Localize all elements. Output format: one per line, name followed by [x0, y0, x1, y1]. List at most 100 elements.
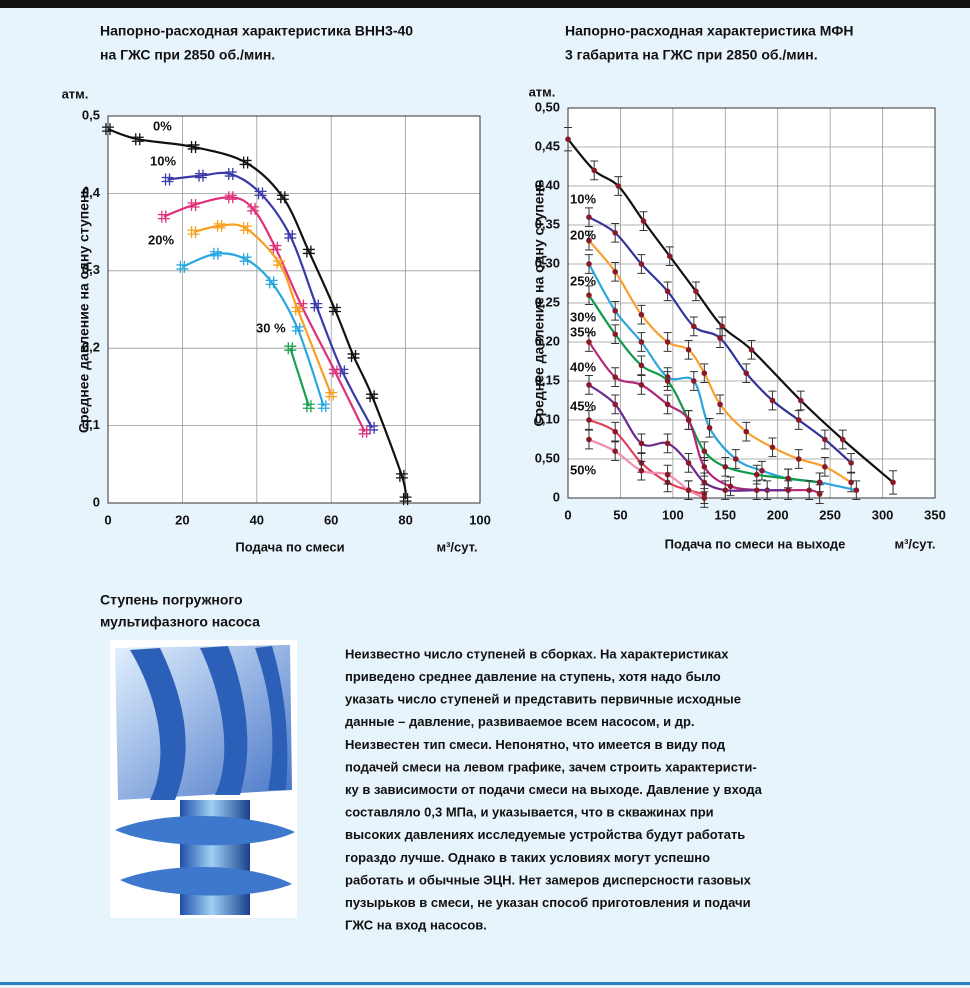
- point: [639, 363, 645, 369]
- series-label: 40%: [570, 359, 596, 374]
- point: [728, 484, 734, 490]
- point: [665, 441, 671, 447]
- point: [612, 402, 618, 408]
- y-tick-label: 0: [93, 494, 100, 509]
- point: [702, 495, 708, 501]
- point: [702, 464, 708, 470]
- x-tick-label: 300: [872, 507, 894, 522]
- chart-title: Напорно-расходная характеристика ВНН3-40: [100, 23, 413, 39]
- y-tick-label: 0,5: [82, 107, 100, 122]
- page: Напорно-расходная характеристика ВНН3-40…: [0, 0, 970, 988]
- body-text: составляло 0,3 МПа, и указывается, что в…: [345, 805, 714, 820]
- point: [612, 308, 618, 314]
- series-label: 30%: [570, 309, 596, 324]
- y-tick-label: 0: [553, 489, 560, 504]
- x-tick-label: 50: [613, 507, 627, 522]
- bottom-rule: [0, 982, 970, 985]
- y-tick-label: 0,45: [535, 138, 560, 153]
- point: [817, 491, 823, 497]
- point: [754, 487, 760, 493]
- point: [612, 230, 618, 236]
- series-label: 35%: [570, 324, 596, 339]
- point: [586, 339, 592, 345]
- y-unit: атм.: [62, 86, 89, 101]
- series-label: 10%: [570, 191, 596, 206]
- body-text: ку в зависимости от подачи смеси на выхо…: [345, 782, 763, 797]
- point: [639, 339, 645, 345]
- point: [639, 468, 645, 474]
- chart-title: Напорно-расходная характеристика МФН: [565, 23, 853, 39]
- x-tick-label: 0: [564, 507, 571, 522]
- point: [586, 292, 592, 298]
- chart-title: 3 габарита на ГЖС при 2850 об./мин.: [565, 47, 818, 63]
- x-tick-label: 150: [714, 507, 736, 522]
- x-tick-label: 100: [469, 512, 491, 527]
- point: [770, 398, 776, 404]
- point: [586, 437, 592, 443]
- series-label: 20%: [148, 232, 174, 247]
- x-axis-label: Подача по смеси: [235, 539, 344, 554]
- point: [759, 468, 765, 474]
- point: [693, 289, 699, 295]
- point: [591, 168, 597, 174]
- point: [612, 269, 618, 275]
- x-tick-label: 60: [324, 512, 338, 527]
- point: [796, 417, 802, 423]
- point: [822, 437, 828, 443]
- point: [639, 261, 645, 267]
- point: [665, 378, 671, 384]
- body-text: ГЖС на вход насосов.: [345, 918, 487, 933]
- point: [665, 289, 671, 295]
- series-label: 20%: [570, 227, 596, 242]
- x-axis-label: Подача по смеси на выходе: [665, 536, 846, 551]
- body-text: гораздо лучше. Однако в таких условиях м…: [345, 850, 710, 865]
- x-tick-label: 250: [819, 507, 841, 522]
- point: [686, 460, 692, 466]
- point: [667, 253, 673, 259]
- point: [848, 460, 854, 466]
- x-unit: м³/сут.: [894, 536, 935, 551]
- series-label: 30 %: [256, 320, 286, 335]
- point: [717, 335, 723, 341]
- x-unit: м³/сут.: [436, 539, 477, 554]
- x-tick-label: 80: [398, 512, 412, 527]
- point: [743, 429, 749, 435]
- top-bar: [0, 0, 970, 8]
- point: [612, 331, 618, 337]
- point: [754, 472, 760, 478]
- point: [717, 402, 723, 408]
- point: [854, 487, 860, 493]
- point: [691, 324, 697, 330]
- point: [722, 464, 728, 470]
- series-label: 10%: [150, 153, 176, 168]
- point: [743, 370, 749, 376]
- body-text: указать число ступеней и представить пер…: [345, 692, 741, 707]
- point: [565, 136, 571, 142]
- body-text: пузырьков в смеси, не указан способ приг…: [345, 895, 751, 910]
- point: [822, 464, 828, 470]
- chart-title: на ГЖС при 2850 об./мин.: [100, 47, 275, 63]
- x-tick-label: 40: [250, 512, 264, 527]
- point: [749, 347, 755, 353]
- series-label: 45%: [570, 398, 596, 413]
- figure-caption: мультифазного насоса: [100, 614, 260, 630]
- point: [702, 370, 708, 376]
- point: [722, 487, 728, 493]
- point: [796, 456, 802, 462]
- plot-area: [108, 116, 480, 503]
- point: [702, 448, 708, 454]
- point: [639, 382, 645, 388]
- point: [665, 402, 671, 408]
- x-tick-label: 100: [662, 507, 684, 522]
- point: [840, 437, 846, 443]
- point: [586, 214, 592, 220]
- point: [586, 382, 592, 388]
- point: [641, 218, 647, 224]
- x-tick-label: 0: [104, 512, 111, 527]
- point: [686, 417, 692, 423]
- point: [665, 339, 671, 345]
- point: [586, 417, 592, 423]
- body-text: работать и обычные ЭЦН. Нет замеров дисп…: [345, 872, 752, 887]
- point: [798, 398, 804, 404]
- point: [612, 374, 618, 380]
